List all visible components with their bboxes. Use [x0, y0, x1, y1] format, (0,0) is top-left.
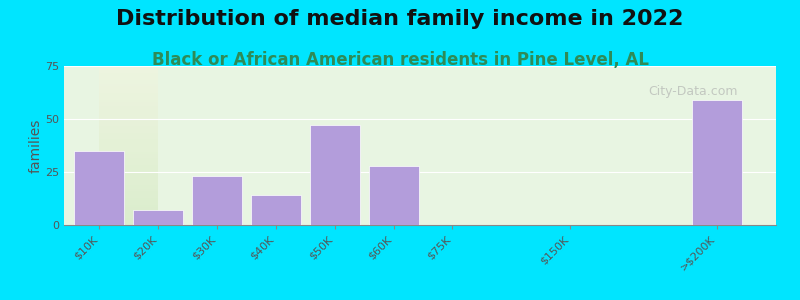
Y-axis label: families: families [28, 118, 42, 173]
Text: Black or African American residents in Pine Level, AL: Black or African American residents in P… [151, 51, 649, 69]
Bar [74, 151, 124, 225]
Text: Distribution of median family income in 2022: Distribution of median family income in … [116, 9, 684, 29]
Bar [692, 100, 742, 225]
Bar [310, 125, 360, 225]
Bar [251, 195, 301, 225]
Text: City-Data.com: City-Data.com [648, 85, 738, 98]
Bar [192, 176, 242, 225]
Bar [369, 166, 418, 225]
Bar [133, 210, 183, 225]
